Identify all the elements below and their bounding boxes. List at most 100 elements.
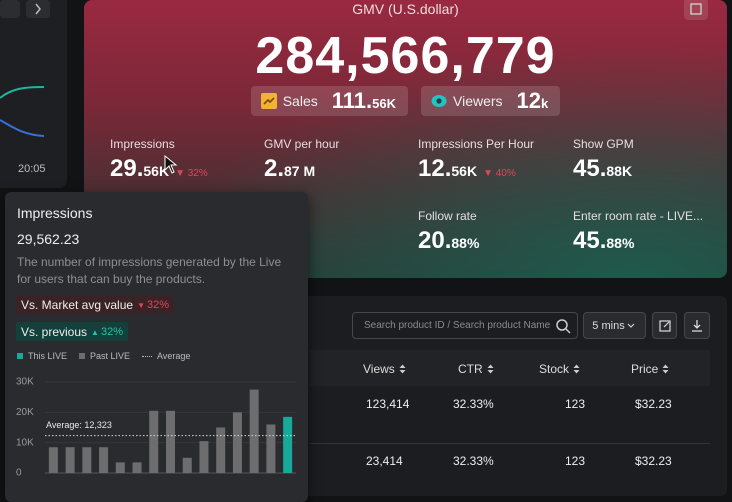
delta-arrow: ▼ [137, 300, 145, 310]
legend-label: Past LIVE [90, 351, 131, 361]
delta-value: 32% [187, 168, 208, 179]
edit-icon [658, 319, 671, 332]
search-input[interactable]: Search product ID / Search product Name [352, 312, 578, 339]
legend-swatch [79, 353, 86, 359]
metric-label: Impressions Per Hour [418, 137, 535, 151]
next-button[interactable] [26, 0, 50, 18]
interval-dropdown[interactable]: 5 mins [583, 312, 646, 339]
table-cell: 123 [565, 454, 586, 468]
column-title: CTR [458, 362, 483, 376]
legend-item: This LIVE [17, 351, 67, 361]
delta-value: 32% [100, 325, 123, 338]
sort-icon [662, 364, 669, 374]
column-title: Stock [539, 362, 570, 376]
badge-delta: ▼ 32% [137, 299, 169, 311]
delta-arrow: ▼ [175, 168, 188, 179]
viewers-icon [431, 95, 447, 107]
pill-value: 12k [516, 88, 549, 113]
legend-swatch [142, 355, 153, 357]
metric: Show GPM 45.88K [573, 137, 634, 183]
download-icon [692, 319, 702, 332]
legend-item: Average [142, 351, 190, 361]
pill-label: Viewers [453, 93, 503, 109]
edit-button[interactable] [0, 0, 20, 18]
delta-value: 40% [495, 168, 516, 179]
sort-icon [399, 364, 406, 374]
metric-value-row: 29.56K ▼ 32% [110, 155, 208, 183]
pill-value: 111.56K [331, 88, 396, 113]
metric-value: 2.87 M [264, 155, 316, 182]
metric: Enter room rate - LIVE... 45.88% [573, 209, 703, 255]
column-header[interactable]: Views [363, 362, 406, 376]
time-label: 20:05 [18, 163, 46, 175]
metric-value: 45.88K [573, 155, 633, 182]
column-header[interactable]: Stock [539, 362, 580, 376]
column-header[interactable]: Price [631, 362, 669, 376]
edit-icon [690, 3, 702, 15]
sort-icon [573, 364, 580, 374]
delta-arrow: ▼ [483, 168, 496, 179]
badge-label: Vs. previous [21, 324, 88, 339]
table-cell: 123,414 [366, 397, 410, 411]
table-cell: 32.33% [453, 397, 494, 411]
mouse-cursor [164, 155, 178, 174]
metric-label: Impressions [110, 137, 175, 151]
metric-label: Show GPM [573, 137, 634, 151]
metric-value: 20.88% [418, 227, 480, 254]
sales-pill: Sales 111.56K [250, 86, 408, 116]
metric-value-row: 45.88% [573, 227, 703, 255]
column-title: Price [631, 362, 659, 376]
metric-value: 12.56K [418, 155, 478, 182]
metric-value-row: 12.56K ▼ 40% [418, 155, 534, 183]
edit-button[interactable] [684, 0, 708, 20]
viewers-pill: Viewers 12k [421, 86, 561, 116]
delta-value: 32% [146, 298, 170, 311]
tooltip-description: The number of impressions generated by t… [17, 255, 282, 286]
badge-delta: ▲ 32% [91, 326, 123, 338]
gmv-title: GMV (U.S.dollar) [352, 1, 459, 17]
column-header[interactable]: CTR [458, 362, 494, 376]
sales-icon [260, 93, 277, 109]
table-cell: 23,414 [366, 454, 403, 468]
comparison-badge: Vs. Market avg value ▼ 32% [16, 295, 175, 314]
trend-lines [0, 86, 45, 137]
metric-value: 29.56K [110, 155, 170, 182]
tooltip-title: Impressions [17, 205, 93, 221]
metric: GMV per hour 2.87 M [264, 137, 339, 183]
metric-value-row: 45.88K [573, 155, 634, 183]
delta-arrow: ▲ [91, 327, 99, 337]
search-icon [556, 319, 571, 334]
pill-label: Sales [282, 93, 318, 109]
row-divider [310, 443, 710, 444]
badge-label: Vs. Market avg value [21, 297, 134, 312]
metric-delta: ▼ 32% [175, 168, 208, 179]
download-button[interactable] [684, 312, 710, 339]
metric-label: GMV per hour [264, 137, 340, 151]
comparison-badge: Vs. previous ▲ 32% [16, 322, 128, 341]
metric: Impressions 29.56K ▼ 32% [110, 137, 208, 183]
gmv-panel: GMV (U.S.dollar) 284,566,779 Sales 111.5… [84, 0, 727, 278]
pill-row: Sales 111.56K Viewers 12k [84, 86, 727, 116]
tooltip: Impressions 29,562.23 The number of impr… [5, 192, 308, 502]
legend: This LIVE Past LIVE Average [17, 351, 190, 361]
table-cell: 123 [565, 397, 586, 411]
legend-label: This LIVE [28, 351, 68, 361]
legend-swatch [17, 353, 23, 359]
chevron-icon [35, 3, 41, 15]
metric: Follow rate 20.88% [418, 209, 479, 255]
legend-label: Average [157, 351, 191, 361]
interval-label: 5 mins [592, 319, 625, 332]
metric-value-row: 20.88% [418, 227, 479, 255]
metric-value: 45.88% [573, 227, 635, 254]
metric-label: Follow rate [418, 209, 477, 223]
table-cell: $32.23 [635, 454, 672, 468]
search-placeholder: Search product ID / Search product Name [364, 320, 551, 331]
sort-icon [487, 364, 494, 374]
metric-label: Enter room rate - LIVE... [573, 209, 704, 223]
table-cell: 32.33% [453, 454, 494, 468]
table-header [310, 350, 710, 386]
edit-button[interactable] [652, 312, 677, 339]
legend-item: Past LIVE [79, 351, 130, 361]
gmv-value: 284,566,779 [255, 27, 556, 85]
